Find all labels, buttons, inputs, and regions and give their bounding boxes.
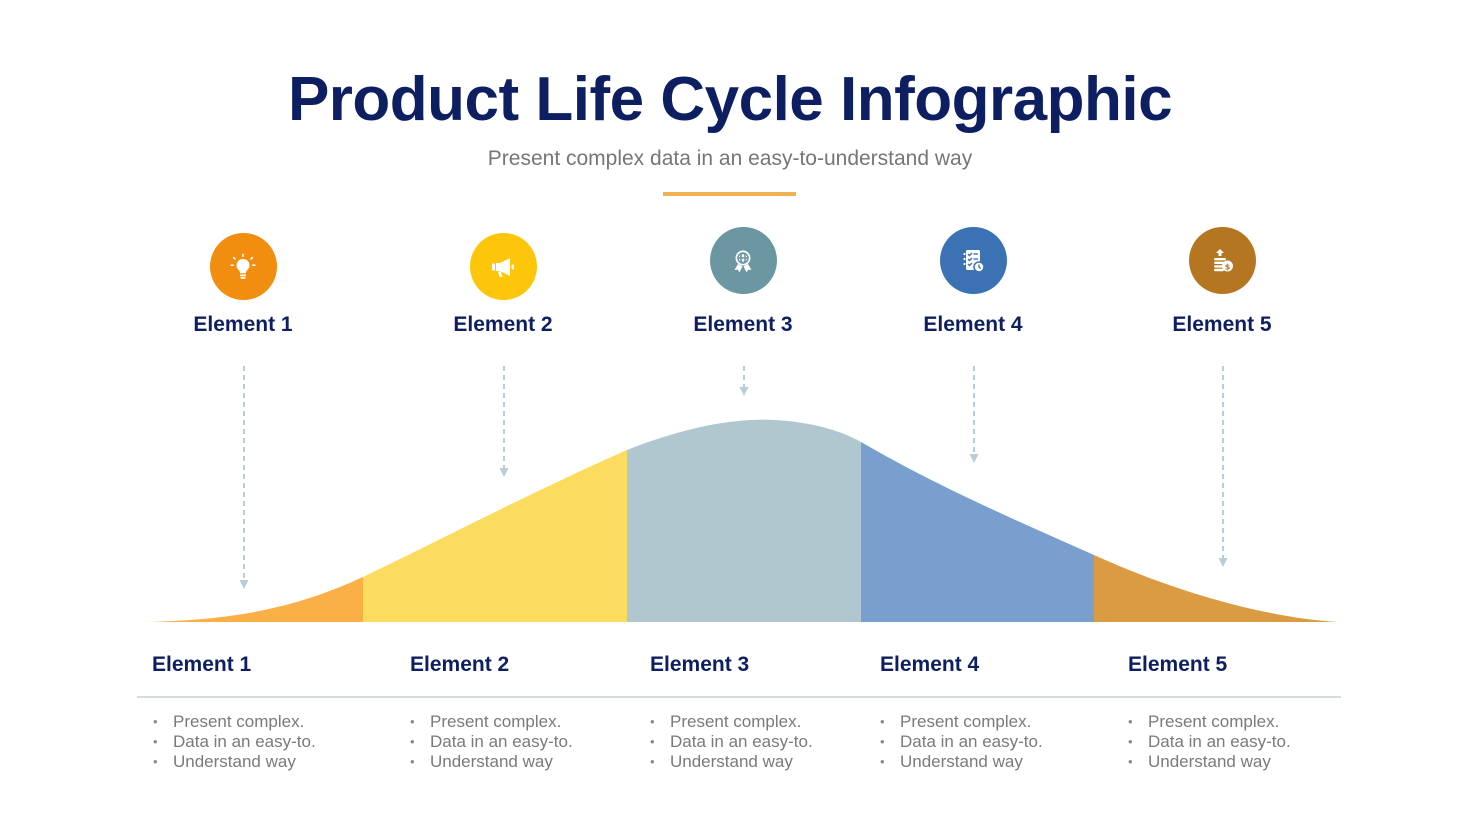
bottom-heading-4: Element 4 xyxy=(880,652,1120,678)
accent-divider xyxy=(663,192,796,196)
top-element-4: Element 4 xyxy=(873,227,1073,338)
arrow-head-icon xyxy=(499,468,509,477)
bullet-item: Present complex. xyxy=(410,712,650,732)
top-element-label: Element 4 xyxy=(923,313,1023,336)
top-element-5: $ Element 5 xyxy=(1122,227,1322,338)
bottom-heading-text: Element 5 xyxy=(1128,653,1228,676)
bullet-item: Understand way xyxy=(1128,752,1368,772)
bullet-item: Present complex. xyxy=(650,712,890,732)
bullet-item: Understand way xyxy=(153,752,393,772)
bullet-list-2: Present complex. Data in an easy-to. Und… xyxy=(410,712,650,772)
bottom-heading-text: Element 4 xyxy=(880,653,980,676)
bullet-item: Present complex. xyxy=(153,712,393,732)
lightbulb-icon xyxy=(209,233,277,300)
segment-element-4 xyxy=(861,419,1094,622)
megaphone-icon xyxy=(469,233,537,300)
arrow-head-icon xyxy=(969,454,979,463)
bottom-heading-text: Element 1 xyxy=(152,653,252,676)
arrow-head-icon xyxy=(1218,558,1228,567)
top-element-label: Element 3 xyxy=(693,313,793,336)
bullet-item: Data in an easy-to. xyxy=(1128,732,1368,752)
bottom-heading-5: Element 5 xyxy=(1128,652,1368,678)
segment-element-1 xyxy=(145,419,363,622)
bullet-item: Data in an easy-to. xyxy=(153,732,393,752)
checklist-icon xyxy=(939,227,1007,294)
arrow-head-icon xyxy=(239,580,249,589)
bullet-item: Present complex. xyxy=(880,712,1120,732)
bullet-item: Data in an easy-to. xyxy=(880,732,1120,752)
bottom-heading-text: Element 2 xyxy=(410,653,510,676)
section-divider xyxy=(137,696,1341,698)
bullet-item: Understand way xyxy=(650,752,890,772)
segment-element-5 xyxy=(1094,419,1338,622)
bottom-heading-3: Element 3 xyxy=(650,652,890,678)
bottom-heading-2: Element 2 xyxy=(410,652,650,678)
bottom-heading-text: Element 3 xyxy=(650,653,750,676)
bullet-list-5: Present complex. Data in an easy-to. Und… xyxy=(1128,712,1368,772)
segment-element-2 xyxy=(363,419,627,622)
bullet-item: Understand way xyxy=(880,752,1120,772)
top-element-3: Element 3 xyxy=(643,227,843,338)
top-element-2: Element 2 xyxy=(403,233,603,338)
bullet-item: Data in an easy-to. xyxy=(410,732,650,752)
top-element-label: Element 1 xyxy=(193,313,293,336)
arrow-head-icon xyxy=(739,387,749,396)
page-subtitle: Present complex data in an easy-to-under… xyxy=(487,147,973,170)
bullet-item: Understand way xyxy=(410,752,650,772)
bullet-item: Present complex. xyxy=(1128,712,1368,732)
bullet-list-3: Present complex. Data in an easy-to. Und… xyxy=(650,712,890,772)
top-element-label: Element 5 xyxy=(1172,313,1272,336)
bullet-list-1: Present complex. Data in an easy-to. Und… xyxy=(153,712,393,772)
bullet-list-4: Present complex. Data in an easy-to. Und… xyxy=(880,712,1120,772)
top-element-label: Element 2 xyxy=(453,313,553,336)
svg-text:$: $ xyxy=(1225,262,1231,271)
coins-growth-icon: $ xyxy=(1188,227,1256,294)
bullet-item: Data in an easy-to. xyxy=(650,732,890,752)
page-title: Product Life Cycle Infographic xyxy=(287,65,1173,134)
bottom-heading-1: Element 1 xyxy=(152,652,392,678)
award-globe-icon xyxy=(709,227,777,294)
segment-element-3 xyxy=(627,419,861,622)
top-element-1: Element 1 xyxy=(143,233,343,338)
